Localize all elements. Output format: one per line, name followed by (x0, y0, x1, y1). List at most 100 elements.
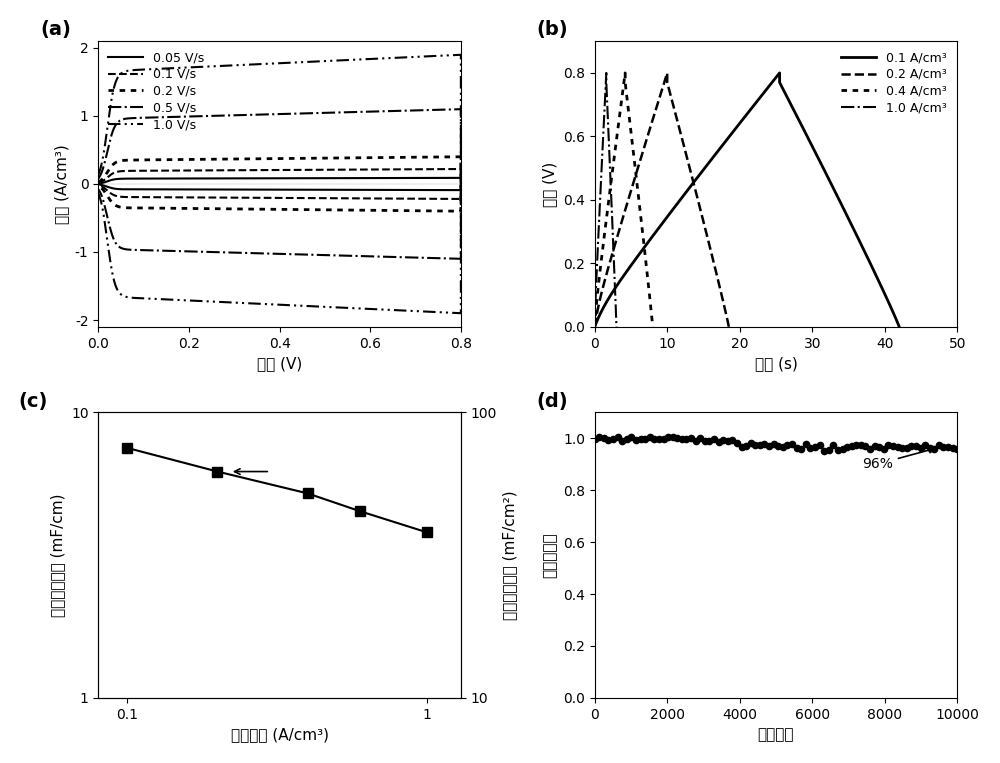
0.4 A/cm³ (647, 322, 659, 331)
0.1 V/s (455, 195, 467, 204)
0.1 A/cm³ (798, 124, 810, 134)
X-axis label: 电流密度 (A/cm³): 电流密度 (A/cm³) (231, 727, 329, 742)
0.2 A/cm³ (709, 262, 721, 272)
0.1 A/cm³ (893, 322, 905, 331)
0.1 A/cm³ (668, 204, 680, 213)
0.4 A/cm³ (606, 173, 618, 182)
Legend: 0.05 V/s, 0.1 V/s, 0.2 V/s, 0.5 V/s, 1.0 V/s: 0.05 V/s, 0.1 V/s, 0.2 V/s, 0.5 V/s, 1.0… (105, 47, 208, 135)
Y-axis label: 电流 (A/cm³): 电流 (A/cm³) (54, 144, 69, 224)
0.05 V/s (113, 185, 125, 194)
0.05 V/s (455, 185, 467, 195)
1.0 A/cm³ (594, 188, 606, 197)
1.0 A/cm³ (600, 69, 612, 78)
Legend: 0.1 A/cm³, 0.2 A/cm³, 0.4 A/cm³, 1.0 A/cm³: 0.1 A/cm³, 0.2 A/cm³, 0.4 A/cm³, 1.0 A/c… (838, 47, 951, 118)
1.0 A/cm³ (602, 124, 614, 134)
Line: 0.05 V/s: 0.05 V/s (98, 178, 461, 190)
0.2 A/cm³ (589, 322, 601, 331)
Text: (a): (a) (40, 21, 71, 40)
0.2 V/s (455, 207, 467, 216)
0.05 V/s (92, 180, 104, 189)
0.1 A/cm³ (866, 262, 878, 272)
0.05 V/s (129, 174, 141, 183)
0.1 V/s (92, 179, 104, 188)
0.5 V/s (129, 114, 141, 123)
Text: (c): (c) (19, 391, 48, 410)
0.05 V/s (445, 173, 457, 182)
0.5 V/s (113, 242, 125, 251)
0.4 A/cm³ (619, 69, 631, 78)
0.2 A/cm³ (691, 192, 703, 201)
0.5 V/s (455, 254, 467, 263)
0.1 A/cm³ (832, 192, 844, 201)
1.0 V/s (246, 299, 258, 308)
Line: 0.4 A/cm³: 0.4 A/cm³ (595, 73, 653, 327)
0.1 V/s (445, 165, 457, 174)
1.0 V/s (113, 288, 125, 297)
0.5 V/s (246, 249, 258, 258)
0.05 V/s (92, 179, 104, 188)
0.2 V/s (426, 153, 438, 162)
0.05 V/s (113, 185, 125, 194)
0.05 V/s (246, 185, 258, 195)
0.1 V/s (129, 166, 141, 175)
0.5 V/s (92, 174, 104, 183)
0.1 A/cm³ (691, 173, 703, 182)
0.2 V/s (455, 152, 467, 161)
Text: (d): (d) (537, 391, 568, 410)
Y-axis label: 单位长度电容 (mF/cm): 单位长度电容 (mF/cm) (50, 494, 65, 617)
X-axis label: 循环次数: 循环次数 (758, 727, 794, 742)
0.2 A/cm³ (674, 124, 686, 134)
1.0 V/s (129, 66, 141, 75)
0.4 A/cm³ (625, 124, 637, 134)
0.4 A/cm³ (589, 322, 601, 331)
0.5 V/s (426, 105, 438, 114)
Y-axis label: 电容保留率: 电容保留率 (542, 533, 557, 578)
0.2 A/cm³ (625, 188, 637, 197)
Text: (b): (b) (537, 21, 568, 40)
0.2 A/cm³ (620, 204, 632, 213)
0.2 V/s (246, 204, 258, 214)
1.0 A/cm³ (594, 204, 606, 213)
0.5 V/s (445, 105, 457, 114)
0.2 A/cm³ (661, 69, 673, 78)
0.2 A/cm³ (629, 173, 641, 182)
X-axis label: 电压 (V): 电压 (V) (257, 356, 302, 371)
0.1 V/s (455, 165, 467, 174)
0.4 A/cm³ (602, 204, 614, 213)
Line: 0.2 A/cm³: 0.2 A/cm³ (595, 73, 729, 327)
1.0 V/s (455, 50, 467, 60)
Text: 96%: 96% (862, 447, 935, 471)
0.05 V/s (455, 173, 467, 182)
0.2 V/s (92, 178, 104, 187)
1.0 V/s (92, 188, 104, 198)
0.5 V/s (113, 242, 125, 251)
0.2 V/s (129, 156, 141, 165)
Line: 0.1 A/cm³: 0.1 A/cm³ (595, 73, 899, 327)
1.0 V/s (426, 52, 438, 61)
0.1 A/cm³ (680, 188, 692, 197)
1.0 V/s (455, 308, 467, 317)
1.0 V/s (92, 170, 104, 179)
1.0 A/cm³ (605, 192, 617, 201)
Y-axis label: 电压 (V): 电压 (V) (542, 161, 557, 207)
0.4 A/cm³ (604, 188, 616, 197)
1.0 A/cm³ (595, 173, 607, 182)
Line: 1.0 V/s: 1.0 V/s (98, 55, 461, 313)
0.2 V/s (113, 202, 125, 211)
Line: 0.1 V/s: 0.1 V/s (98, 169, 461, 199)
0.1 V/s (246, 193, 258, 202)
Line: 1.0 A/cm³: 1.0 A/cm³ (595, 73, 616, 327)
1.0 V/s (445, 50, 457, 60)
0.2 A/cm³ (723, 322, 735, 331)
1.0 A/cm³ (608, 262, 620, 272)
X-axis label: 时间 (s): 时间 (s) (755, 356, 797, 371)
0.1 A/cm³ (774, 69, 786, 78)
0.05 V/s (426, 173, 438, 182)
0.1 A/cm³ (589, 322, 601, 331)
0.2 V/s (445, 153, 457, 162)
Line: 0.2 V/s: 0.2 V/s (98, 156, 461, 211)
0.1 V/s (113, 192, 125, 201)
1.0 A/cm³ (589, 322, 601, 331)
0.5 V/s (455, 105, 467, 114)
1.0 V/s (113, 288, 125, 297)
